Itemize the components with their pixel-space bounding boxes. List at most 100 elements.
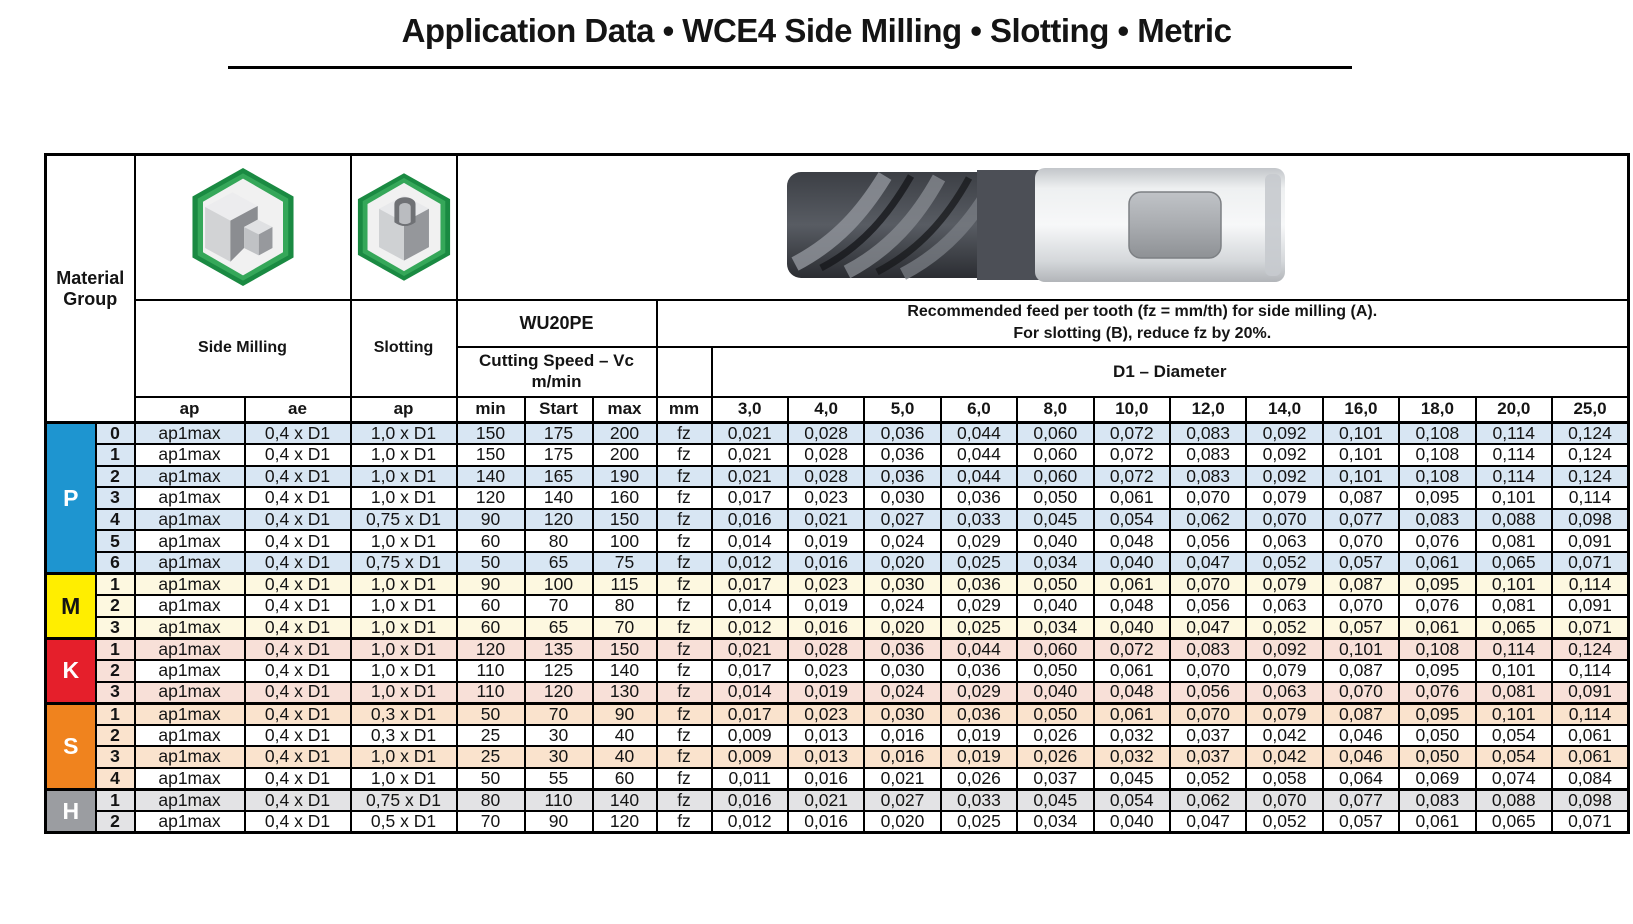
vc-max: 190 [591,464,658,489]
fz-value-4: 0,045 [1016,788,1095,813]
subgroup-number: 3 [94,680,136,705]
side-milling-ap: ap1max [133,723,246,748]
fz-value-2: 0,030 [863,659,942,683]
fz-value-7: 0,092 [1245,636,1324,662]
fz-value-2: 0,024 [863,529,942,554]
fz-value-2: 0,030 [863,701,942,726]
fz-value-7: 0,058 [1245,767,1324,791]
slotting-ap: 1,0 x D1 [349,464,458,489]
side-milling-ap: ap1max [133,464,246,489]
vc-max: 40 [591,745,658,769]
fz-value-0: 0,021 [710,421,789,446]
subgroup-number: 0 [94,421,136,446]
col-header-diameter-7: 14,0 [1245,395,1324,424]
vc-start: 165 [523,464,594,489]
subgroup-number: 3 [94,615,136,640]
side-milling-ap: ap1max [133,529,246,554]
fz-value-2: 0,030 [863,572,942,597]
fz-value-3: 0,025 [939,551,1019,575]
fz-value-6: 0,056 [1168,594,1248,618]
fz-value-2: 0,016 [863,723,942,748]
subgroup-number: 2 [94,810,136,834]
fz-value-0: 0,021 [710,464,789,489]
vc-min: 50 [455,551,526,575]
fz-value-5: 0,054 [1092,507,1171,532]
fz-value-8: 0,057 [1321,551,1401,575]
side-milling-ap: ap1max [133,551,246,575]
fz-value-9: 0,108 [1398,464,1477,489]
fz-value-2: 0,020 [863,810,942,834]
fz-value-9: 0,076 [1398,529,1477,554]
fz-value-2: 0,036 [863,636,942,662]
subgroup-number: 6 [94,551,136,575]
material-group-H: H [44,788,97,835]
side-milling-ap: ap1max [133,572,246,597]
fz-value-6: 0,083 [1168,443,1248,467]
data-row-K3: 3 ap1max 0,4 x D1 1,0 x D1 110 120 130 fz 0,014 0… [46,680,1630,705]
fz-value-8: 0,070 [1321,529,1401,554]
cutting-speed-line1: Cutting Speed – Vc [479,351,634,371]
fz-value-7: 0,092 [1245,464,1324,489]
material-group-label-line1: Material [56,267,125,288]
fz-value-11: 0,124 [1550,443,1630,467]
fz-value-3: 0,019 [939,745,1019,769]
subgroup-number: 1 [94,701,136,726]
subgroup-number: 1 [94,572,136,597]
fz-value-9: 0,076 [1398,680,1477,705]
fz-value-0: 0,017 [710,572,789,597]
fz-value-5: 0,054 [1092,788,1171,813]
subgroup-number: 2 [94,659,136,683]
side-milling-ap: ap1max [133,421,246,446]
fz-value-2: 0,016 [863,745,942,769]
vc-start: 30 [523,723,594,748]
fz-symbol: fz [655,551,713,575]
subgroup-number: 3 [94,486,136,510]
fz-value-4: 0,040 [1016,529,1095,554]
fz-value-10: 0,101 [1474,486,1553,510]
header-row-columns: ap ae ap min Start max mm 3,0 4,0 5,0 6,0 8,… [46,395,1630,424]
fz-value-3: 0,025 [939,810,1019,834]
col-header-min: min [455,395,526,424]
data-row-M1: M 1 ap1max 0,4 x D1 1,0 x D1 90 100 115 fz 0,017 0… [44,572,1630,640]
side-milling-ae: 0,4 x D1 [243,659,352,683]
col-header-ae-side: ae [243,395,352,424]
fz-value-8: 0,101 [1321,443,1401,467]
side-milling-ap: ap1max [133,443,246,467]
fz-value-4: 0,034 [1016,810,1095,834]
fz-value-0: 0,017 [710,486,789,510]
fz-value-6: 0,052 [1168,767,1248,791]
fz-value-6: 0,083 [1168,421,1248,446]
col-header-diameter-2: 5,0 [863,395,942,424]
col-header-mm: mm [655,395,713,424]
fz-value-11: 0,071 [1550,615,1630,640]
fz-value-5: 0,040 [1092,551,1171,575]
vc-max: 140 [591,788,658,813]
vc-min: 25 [455,745,526,769]
vc-min: 120 [455,486,526,510]
fz-symbol: fz [655,636,713,662]
fz-value-1: 0,019 [786,680,866,705]
end-mill-photo [787,167,1286,282]
data-row-K1: K 1 ap1max 0,4 x D1 1,0 x D1 120 135 150 fz 0,021… [44,636,1630,705]
data-row-P5: 5 ap1max 0,4 x D1 1,0 x D1 60 80 100 fz 0,014 0,0… [46,529,1630,554]
fz-value-7: 0,063 [1245,680,1324,705]
header-row-speed: Cutting Speed – Vc m/min D1 – Diameter [46,345,1630,398]
fz-value-7: 0,079 [1245,701,1324,726]
vc-max: 200 [591,443,658,467]
col-header-diameter-1: 4,0 [786,395,866,424]
fz-value-8: 0,101 [1321,421,1401,446]
fz-value-10: 0,101 [1474,659,1553,683]
fz-value-8: 0,046 [1321,745,1401,769]
fz-value-1: 0,023 [786,486,866,510]
fz-value-9: 0,050 [1398,745,1477,769]
fz-symbol: fz [655,680,713,705]
vc-min: 70 [455,810,526,834]
side-milling-ae: 0,4 x D1 [243,551,352,575]
vc-max: 60 [591,767,658,791]
fz-value-1: 0,021 [786,507,866,532]
side-milling-ap: ap1max [133,767,246,791]
side-milling-ae: 0,4 x D1 [243,701,352,726]
fz-value-8: 0,046 [1321,723,1401,748]
fz-symbol: fz [655,529,713,554]
feed-note-line1: Recommended feed per tooth (fz = mm/th) … [907,303,1378,321]
